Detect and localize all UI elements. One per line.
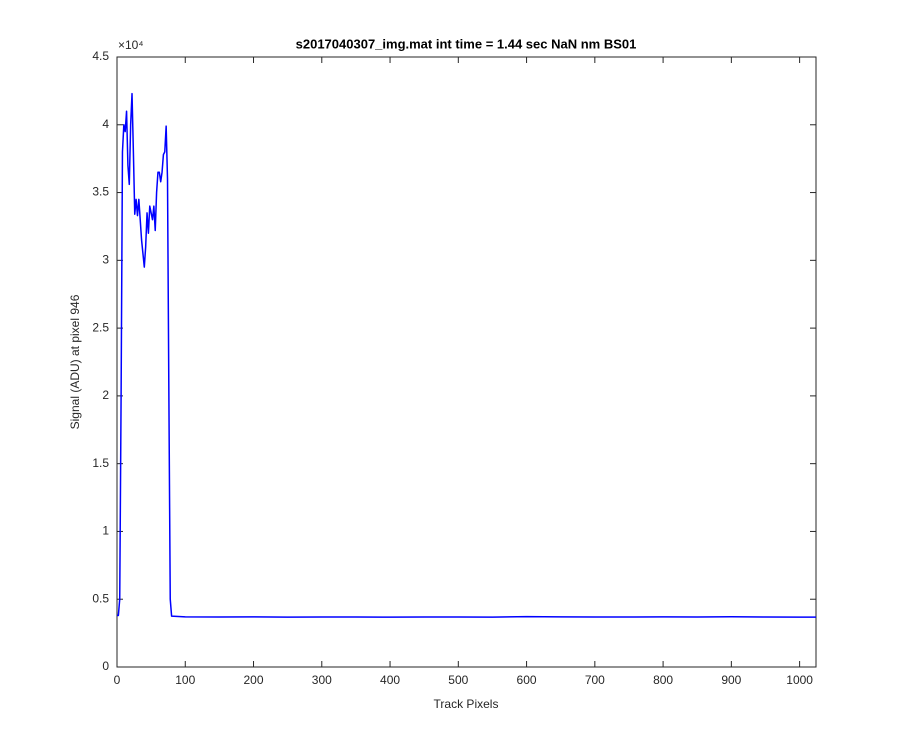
x-tick-label: 900 <box>721 673 741 687</box>
y-tick-label: 3.5 <box>92 185 109 199</box>
x-tick-label: 0 <box>114 673 121 687</box>
y-tick-label: 3 <box>102 253 109 267</box>
y-tick-label: 2.5 <box>92 320 109 334</box>
axes-box <box>116 56 817 668</box>
data-line <box>117 92 816 618</box>
y-tick-label: 1.5 <box>92 456 109 470</box>
y-tick-label: 1 <box>102 524 109 538</box>
y-multiplier: ×10⁴ <box>118 38 144 52</box>
y-tick-label: 0.5 <box>92 591 109 605</box>
x-tick-label: 800 <box>653 673 673 687</box>
x-tick-label: 600 <box>517 673 537 687</box>
chart-title: s2017040307_img.mat int time = 1.44 sec … <box>296 36 637 51</box>
x-tick-label: 500 <box>448 673 468 687</box>
y-tick-label: 0 <box>102 659 109 673</box>
x-tick-label: 200 <box>244 673 264 687</box>
x-axis-label: Track Pixels <box>434 697 499 711</box>
y-tick-label: 4.5 <box>92 49 109 63</box>
y-tick-label: 4 <box>102 117 109 131</box>
x-tick-label: 700 <box>585 673 605 687</box>
y-axis-label: Signal (ADU) at pixel 946 <box>68 294 82 429</box>
y-tick-label: 2 <box>102 388 109 402</box>
x-tick-label: 1000 <box>786 673 813 687</box>
x-tick-label: 300 <box>312 673 332 687</box>
x-tick-label: 100 <box>175 673 195 687</box>
x-tick-label: 400 <box>380 673 400 687</box>
